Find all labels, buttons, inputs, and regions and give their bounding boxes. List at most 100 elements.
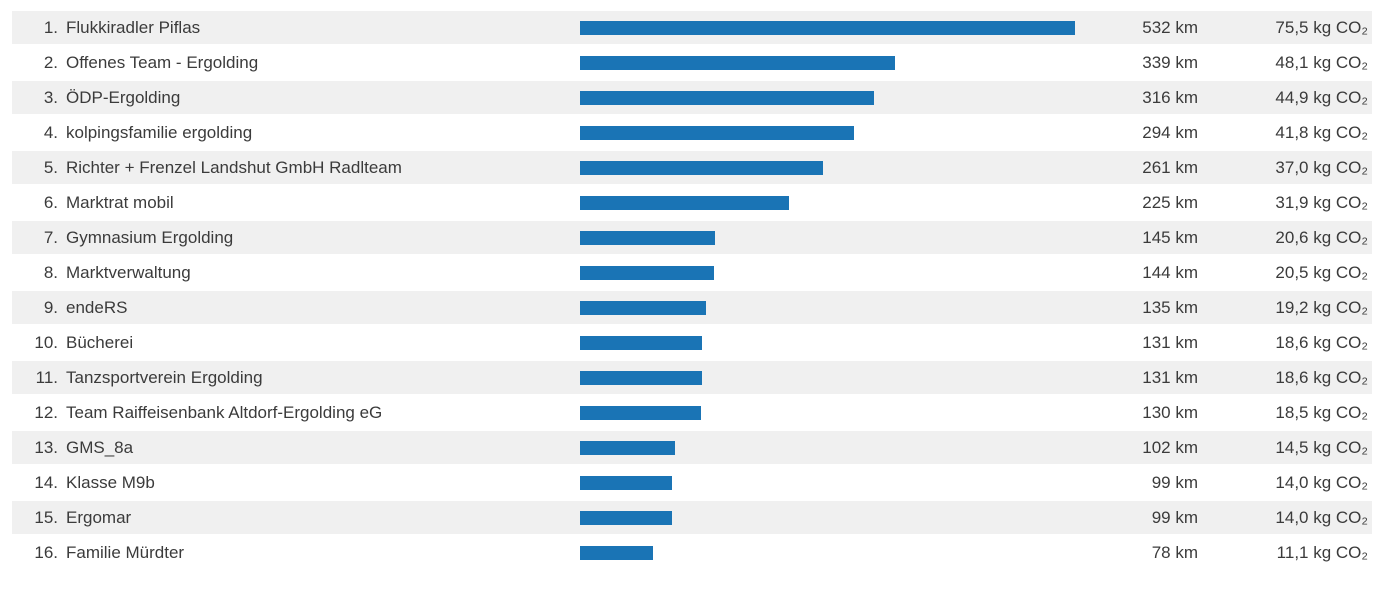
team-name: kolpingsfamilie ergolding (66, 122, 253, 142)
distance-bar-track (580, 335, 1075, 350)
table-row[interactable]: 11. Tanzsportverein Ergolding 131 km 18,… (12, 361, 1372, 394)
table-row[interactable]: 16. Familie Mürdter 78 km 11,1 kg CO₂ (12, 536, 1372, 569)
co2-value: 20,6 kg CO₂ (1275, 227, 1368, 247)
co2-value: 14,0 kg CO₂ (1275, 507, 1368, 527)
rank-label: 14. (34, 472, 58, 492)
table-row[interactable]: 6. Marktrat mobil 225 km 31,9 kg CO₂ (12, 186, 1372, 219)
distance-value: 135 km (1142, 297, 1198, 317)
team-name: Marktverwaltung (66, 262, 191, 282)
team-name: Ergomar (66, 507, 132, 527)
distance-bar (580, 20, 1075, 35)
distance-bar-track (580, 510, 1075, 525)
distance-bar-track (580, 370, 1075, 385)
distance-bar (580, 195, 790, 210)
co2-value: 18,5 kg CO₂ (1275, 402, 1368, 422)
team-name: endeRS (66, 297, 128, 317)
rank-name-cell: 8. Marktverwaltung (12, 263, 580, 283)
rank-label: 7. (43, 227, 58, 247)
rank-label: 6. (43, 192, 58, 212)
distance-bar (580, 125, 854, 140)
table-row[interactable]: 5. Richter + Frenzel Landshut GmbH Radlt… (12, 151, 1372, 184)
rank-name-cell: 9. endeRS (12, 298, 580, 318)
co2-value: 19,2 kg CO₂ (1275, 297, 1368, 317)
distance-bar-track (580, 20, 1075, 35)
team-name: Flukkiradler Piflas (66, 17, 201, 37)
team-name: Gymnasium Ergolding (66, 227, 234, 247)
team-name: Klasse M9b (66, 472, 155, 492)
distance-bar-track (580, 475, 1075, 490)
table-row[interactable]: 3. ÖDP-Ergolding 316 km 44,9 kg CO₂ (12, 81, 1372, 114)
co2-value: 41,8 kg CO₂ (1275, 122, 1368, 142)
co2-value: 14,0 kg CO₂ (1275, 472, 1368, 492)
rank-label: 13. (34, 437, 58, 457)
rank-label: 3. (43, 87, 58, 107)
rank-label: 15. (34, 507, 58, 527)
distance-value: 294 km (1142, 122, 1198, 142)
distance-bar-track (580, 265, 1075, 280)
distance-value: 131 km (1142, 367, 1198, 387)
rank-name-cell: 13. GMS_8a (12, 438, 580, 458)
rank-name-cell: 1. Flukkiradler Piflas (12, 18, 580, 38)
distance-bar (580, 510, 673, 525)
co2-value: 18,6 kg CO₂ (1275, 332, 1368, 352)
distance-value: 316 km (1142, 87, 1198, 107)
rank-name-cell: 5. Richter + Frenzel Landshut GmbH Radlt… (12, 158, 580, 178)
distance-bar-track (580, 195, 1075, 210)
distance-value: 339 km (1142, 52, 1198, 72)
team-name: Tanzsportverein Ergolding (66, 367, 263, 387)
table-row[interactable]: 9. endeRS 135 km 19,2 kg CO₂ (12, 291, 1372, 324)
co2-value: 31,9 kg CO₂ (1275, 192, 1368, 212)
distance-bar (580, 405, 701, 420)
distance-value: 145 km (1142, 227, 1198, 247)
team-name: Marktrat mobil (66, 192, 174, 212)
team-name: Team Raiffeisenbank Altdorf-Ergolding eG (66, 402, 383, 422)
rank-label: 8. (43, 262, 58, 282)
distance-bar-track (580, 160, 1075, 175)
co2-value: 11,1 kg CO₂ (1276, 542, 1368, 562)
table-row[interactable]: 1. Flukkiradler Piflas 532 km 75,5 kg CO… (12, 11, 1372, 44)
table-row[interactable]: 14. Klasse M9b 99 km 14,0 kg CO₂ (12, 466, 1372, 499)
distance-value: 261 km (1142, 157, 1198, 177)
rank-name-cell: 4. kolpingsfamilie ergolding (12, 123, 580, 143)
rank-label: 4. (43, 122, 58, 142)
rank-label: 1. (43, 17, 58, 37)
rank-name-cell: 16. Familie Mürdter (12, 543, 580, 563)
rank-name-cell: 15. Ergomar (12, 508, 580, 528)
co2-value: 37,0 kg CO₂ (1275, 157, 1368, 177)
distance-bar-track (580, 125, 1075, 140)
distance-bar-track (580, 55, 1075, 70)
table-row[interactable]: 12. Team Raiffeisenbank Altdorf-Ergoldin… (12, 396, 1372, 429)
distance-value: 532 km (1142, 17, 1198, 37)
distance-value: 102 km (1142, 437, 1198, 457)
table-row[interactable]: 15. Ergomar 99 km 14,0 kg CO₂ (12, 501, 1372, 534)
table-row[interactable]: 13. GMS_8a 102 km 14,5 kg CO₂ (12, 431, 1372, 464)
team-name: Offenes Team - Ergolding (66, 52, 259, 72)
rank-name-cell: 12. Team Raiffeisenbank Altdorf-Ergoldin… (12, 403, 580, 423)
team-name: Richter + Frenzel Landshut GmbH Radlteam (66, 157, 402, 177)
team-name: ÖDP-Ergolding (66, 87, 181, 107)
rank-label: 5. (43, 157, 58, 177)
co2-value: 14,5 kg CO₂ (1275, 437, 1368, 457)
rank-label: 9. (43, 297, 58, 317)
distance-bar (580, 545, 653, 560)
rank-name-cell: 11. Tanzsportverein Ergolding (12, 368, 580, 388)
rank-name-cell: 2. Offenes Team - Ergolding (12, 53, 580, 73)
table-row[interactable]: 10. Bücherei 131 km 18,6 kg CO₂ (12, 326, 1372, 359)
co2-value: 44,9 kg CO₂ (1275, 87, 1368, 107)
table-row[interactable]: 8. Marktverwaltung 144 km 20,5 kg CO₂ (12, 256, 1372, 289)
team-ranking-list: 1. Flukkiradler Piflas 532 km 75,5 kg CO… (12, 11, 1372, 571)
table-row[interactable]: 2. Offenes Team - Ergolding 339 km 48,1 … (12, 46, 1372, 79)
co2-value: 48,1 kg CO₂ (1275, 52, 1368, 72)
rank-name-cell: 7. Gymnasium Ergolding (12, 228, 580, 248)
table-row[interactable]: 4. kolpingsfamilie ergolding 294 km 41,8… (12, 116, 1372, 149)
distance-value: 131 km (1142, 332, 1198, 352)
rank-label: 2. (43, 52, 58, 72)
distance-value: 144 km (1142, 262, 1198, 282)
rank-name-cell: 14. Klasse M9b (12, 473, 580, 493)
distance-bar (580, 90, 875, 105)
distance-bar (580, 475, 673, 490)
distance-bar (580, 55, 896, 70)
rank-name-cell: 3. ÖDP-Ergolding (12, 88, 580, 108)
rank-name-cell: 6. Marktrat mobil (12, 193, 580, 213)
table-row[interactable]: 7. Gymnasium Ergolding 145 km 20,6 kg CO… (12, 221, 1372, 254)
